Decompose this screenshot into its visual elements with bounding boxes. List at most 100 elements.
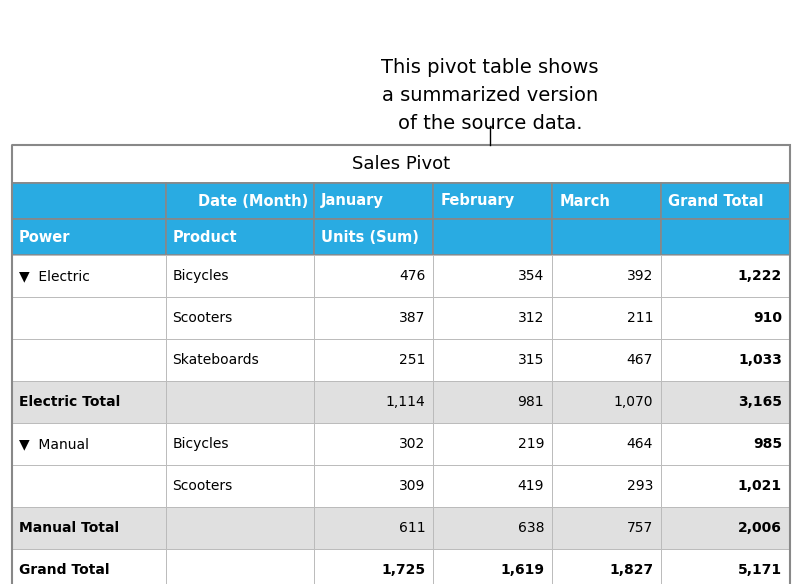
Bar	[314, 549, 433, 584]
Bar	[433, 339, 552, 381]
Bar	[314, 381, 433, 423]
Bar	[12, 183, 166, 219]
Text: Units (Sum): Units (Sum)	[322, 230, 419, 245]
Text: 302: 302	[399, 437, 425, 451]
Text: Product: Product	[172, 230, 237, 245]
Bar	[661, 381, 790, 423]
Bar	[166, 465, 314, 507]
Bar	[661, 219, 790, 255]
Bar	[433, 423, 552, 465]
Bar	[433, 549, 552, 584]
Text: 476: 476	[399, 269, 425, 283]
Bar	[661, 549, 790, 584]
Text: Scooters: Scooters	[172, 479, 233, 493]
Text: 211: 211	[626, 311, 653, 325]
Bar	[552, 297, 661, 339]
Bar	[433, 465, 552, 507]
Bar	[12, 465, 166, 507]
Text: 251: 251	[399, 353, 425, 367]
Bar	[166, 423, 314, 465]
Bar	[12, 507, 166, 549]
Bar	[552, 381, 661, 423]
Text: 392: 392	[627, 269, 653, 283]
Text: 312: 312	[518, 311, 544, 325]
Bar	[661, 297, 790, 339]
Bar	[314, 465, 433, 507]
Text: Date (Month): Date (Month)	[198, 193, 308, 208]
Text: Bicycles: Bicycles	[172, 269, 229, 283]
Text: 309: 309	[399, 479, 425, 493]
Bar	[552, 465, 661, 507]
Bar	[12, 381, 166, 423]
Text: 354: 354	[518, 269, 544, 283]
Bar	[166, 339, 314, 381]
Bar	[661, 507, 790, 549]
Text: 1,033: 1,033	[738, 353, 782, 367]
Text: 419: 419	[517, 479, 544, 493]
Bar	[166, 507, 314, 549]
Bar	[552, 423, 661, 465]
Bar	[314, 297, 433, 339]
Bar	[166, 183, 314, 219]
Bar	[433, 183, 552, 219]
Bar	[433, 297, 552, 339]
Bar	[12, 339, 166, 381]
Bar	[166, 549, 314, 584]
Bar	[661, 465, 790, 507]
Text: February: February	[440, 193, 514, 208]
Text: 5,171: 5,171	[738, 563, 782, 577]
Bar	[314, 507, 433, 549]
Text: 464: 464	[627, 437, 653, 451]
Bar	[12, 255, 166, 297]
Text: 1,114: 1,114	[386, 395, 425, 409]
Text: ▼  Electric: ▼ Electric	[19, 269, 90, 283]
Text: 985: 985	[753, 437, 782, 451]
Text: Skateboards: Skateboards	[172, 353, 259, 367]
Bar	[314, 183, 433, 219]
Text: 757: 757	[627, 521, 653, 535]
Text: 1,021: 1,021	[738, 479, 782, 493]
Text: 1,222: 1,222	[738, 269, 782, 283]
Bar	[433, 255, 552, 297]
Text: March: March	[559, 193, 610, 208]
Bar	[552, 255, 661, 297]
Bar	[661, 339, 790, 381]
Text: Manual Total: Manual Total	[19, 521, 119, 535]
Text: January: January	[322, 193, 384, 208]
Text: 293: 293	[627, 479, 653, 493]
Text: 3,165: 3,165	[738, 395, 782, 409]
Text: Scooters: Scooters	[172, 311, 233, 325]
Text: 387: 387	[399, 311, 425, 325]
Bar	[166, 297, 314, 339]
Bar	[12, 423, 166, 465]
Text: 638: 638	[517, 521, 544, 535]
Bar	[552, 339, 661, 381]
Bar	[166, 219, 314, 255]
Text: 467: 467	[627, 353, 653, 367]
Text: This pivot table shows
a summarized version
of the source data.: This pivot table shows a summarized vers…	[381, 58, 599, 133]
Text: 981: 981	[517, 395, 544, 409]
Text: 1,070: 1,070	[614, 395, 653, 409]
Bar	[661, 255, 790, 297]
Bar	[433, 507, 552, 549]
Text: Bicycles: Bicycles	[172, 437, 229, 451]
Text: Sales Pivot: Sales Pivot	[352, 155, 450, 173]
Bar	[552, 219, 661, 255]
Bar	[12, 145, 790, 584]
Bar	[166, 255, 314, 297]
Bar	[314, 423, 433, 465]
Bar	[166, 381, 314, 423]
Text: Grand Total: Grand Total	[668, 193, 764, 208]
Text: Power: Power	[19, 230, 71, 245]
Text: Grand Total: Grand Total	[19, 563, 110, 577]
Bar	[12, 297, 166, 339]
Text: 2,006: 2,006	[738, 521, 782, 535]
Bar	[433, 381, 552, 423]
Bar	[661, 183, 790, 219]
Bar	[314, 339, 433, 381]
Bar	[314, 219, 433, 255]
Bar	[552, 549, 661, 584]
Text: Electric Total: Electric Total	[19, 395, 120, 409]
Text: 1,619: 1,619	[500, 563, 544, 577]
Bar	[12, 145, 790, 183]
